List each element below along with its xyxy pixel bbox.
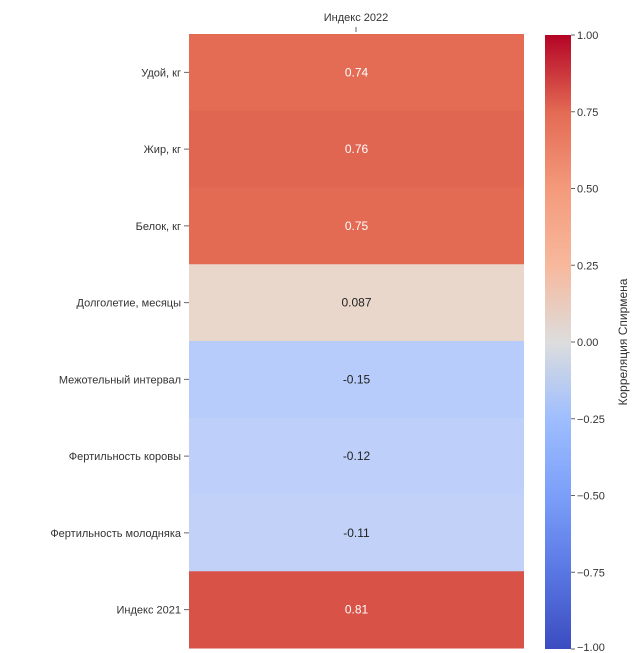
heatmap-cell [189, 110, 524, 188]
cell-value-label: -0.11 [343, 526, 370, 540]
row-labels: Удой, кг Жир, кг Белок, кг Долголетие, меся… [50, 67, 189, 617]
row-label: Долголетие, месяцы [77, 298, 182, 310]
heatmap-cell [189, 341, 524, 419]
heatmap-cells: 0.74 0.76 0.75 0.087 -0.15 -0.12 -0.11 0.81 [189, 34, 524, 649]
row-label: Индекс 2021 [117, 605, 181, 617]
heatmap-cell [189, 187, 524, 265]
colorbar-tick-label: −1.00 [577, 642, 605, 653]
cell-value-label: -0.12 [343, 449, 371, 463]
colorbar-tick-label: 1.00 [577, 30, 598, 42]
cell-value-label: 0.087 [341, 296, 371, 310]
colorbar-tick-label: 0.50 [577, 184, 598, 196]
heatmap-cell [189, 417, 524, 495]
colorbar-ticks: 1.00 0.75 0.50 0.25 0.00 −0.25 −0.50 −0.75 −1.00 [571, 30, 605, 653]
column-label: Индекс 2022 [324, 12, 388, 24]
heatmap-cell [189, 34, 524, 112]
cell-value-label: 0.81 [345, 603, 369, 617]
heatmap-cell [189, 494, 524, 572]
colorbar-tick-label: −0.75 [577, 567, 605, 579]
cell-value-label: 0.75 [345, 219, 369, 233]
heatmap-cell [189, 571, 524, 649]
cell-value-label: 0.76 [345, 142, 369, 156]
colorbar-tick-label: −0.25 [577, 414, 605, 426]
row-label: Фертильность коровы [69, 451, 181, 463]
row-label: Фертильность молодняка [50, 528, 182, 540]
row-label: Межотельный интервал [59, 374, 181, 386]
row-label: Жир, кг [144, 144, 181, 156]
colorbar-label: Корреляция Спирмена [616, 278, 630, 405]
colorbar-tick-label: 0.00 [577, 337, 598, 349]
heatmap-cell [189, 264, 524, 342]
cell-value-label: -0.15 [343, 372, 371, 386]
row-label: Белок, кг [136, 221, 181, 233]
colorbar [545, 35, 571, 649]
colorbar-tick-label: 0.25 [577, 260, 598, 272]
colorbar-tick-label: −0.50 [577, 491, 605, 503]
cell-value-label: 0.74 [345, 65, 369, 79]
colorbar-tick-label: 0.75 [577, 107, 598, 119]
row-label: Удой, кг [141, 67, 181, 79]
